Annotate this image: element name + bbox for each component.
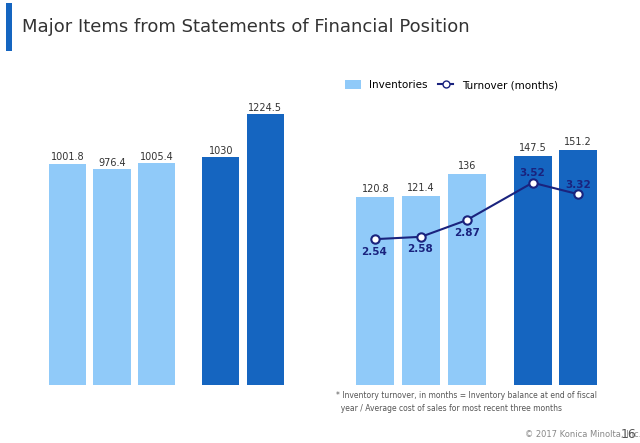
- Bar: [513, 156, 552, 385]
- Text: 1030: 1030: [209, 146, 233, 156]
- Bar: [202, 157, 239, 385]
- Text: 3.32: 3.32: [565, 180, 591, 190]
- Text: 151.2: 151.2: [564, 137, 592, 147]
- Text: 121.4: 121.4: [407, 183, 435, 193]
- Text: 1001.8: 1001.8: [51, 152, 84, 163]
- Text: 976.4: 976.4: [98, 158, 125, 168]
- Bar: [402, 196, 440, 385]
- Bar: [93, 169, 131, 385]
- Text: 1224.5: 1224.5: [248, 103, 282, 113]
- Bar: [356, 198, 394, 385]
- Text: © 2017 Konica Minolta, Inc.: © 2017 Konica Minolta, Inc.: [525, 430, 640, 439]
- Legend: Inventories, Turnover (months): Inventories, Turnover (months): [340, 76, 562, 94]
- Bar: [138, 163, 175, 385]
- Text: Major Items from Statements of Financial Position: Major Items from Statements of Financial…: [22, 18, 470, 35]
- Text: 16: 16: [621, 427, 637, 441]
- Bar: [247, 114, 284, 385]
- Text: 2.87: 2.87: [454, 228, 479, 237]
- Text: 2.54: 2.54: [362, 247, 387, 256]
- Text: [¥ billions]: [¥ billions]: [246, 53, 301, 63]
- Text: Total Assets: Total Assets: [94, 51, 189, 65]
- Bar: [6, 3, 12, 51]
- Text: 136: 136: [458, 161, 476, 171]
- Text: [¥ billions]: [¥ billions]: [563, 53, 618, 63]
- Text: Inventory/Turnover: Inventory/Turnover: [380, 51, 530, 65]
- Text: 2.58: 2.58: [407, 244, 433, 254]
- Text: 1005.4: 1005.4: [140, 152, 173, 162]
- Bar: [559, 150, 597, 385]
- Bar: [447, 174, 486, 385]
- Text: 3.52: 3.52: [520, 168, 545, 179]
- Bar: [49, 163, 86, 385]
- Text: 120.8: 120.8: [362, 184, 389, 194]
- Text: 147.5: 147.5: [518, 143, 547, 153]
- Text: * Inventory turnover, in months = Inventory balance at end of fiscal
  year / Av: * Inventory turnover, in months = Invent…: [335, 392, 596, 413]
